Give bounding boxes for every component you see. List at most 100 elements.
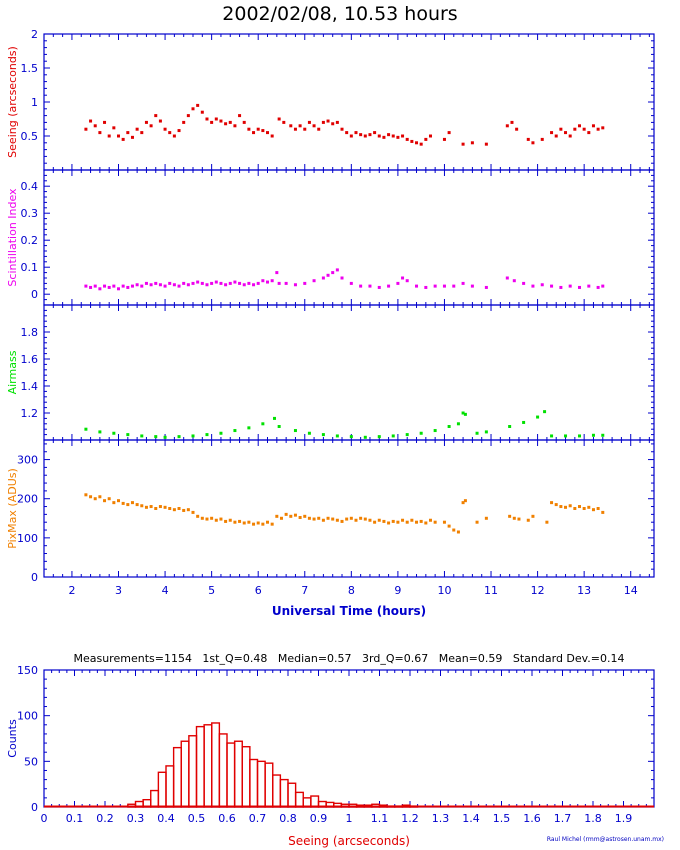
data-point-airmass <box>154 435 158 439</box>
x-tick-label: 0.4 <box>157 812 175 825</box>
data-point-scintillation <box>368 284 372 288</box>
data-point-scintillation <box>84 284 88 288</box>
histogram-bar <box>287 782 297 808</box>
data-point-seeing <box>373 131 377 135</box>
data-point-pixmax <box>252 522 256 526</box>
data-point-pixmax <box>210 516 214 520</box>
data-point-pixmax <box>191 510 195 514</box>
data-point-pixmax <box>256 521 260 525</box>
data-point-scintillation <box>224 283 228 287</box>
data-point-pixmax <box>368 518 372 522</box>
data-point-seeing <box>601 126 605 130</box>
data-point-scintillation <box>172 283 176 287</box>
data-point-pixmax <box>130 501 134 505</box>
data-point-seeing <box>135 127 139 131</box>
data-point-seeing <box>415 141 419 145</box>
y-tick-label: 0.4 <box>21 180 39 193</box>
data-point-airmass <box>219 431 223 435</box>
data-point-pixmax <box>177 507 181 510</box>
y-tick-label: 1.2 <box>21 407 39 420</box>
data-point-seeing <box>470 141 474 145</box>
data-point-pixmax <box>121 501 125 505</box>
data-point-scintillation <box>117 287 121 291</box>
data-point-pixmax <box>484 516 488 520</box>
x-tick-label: 1.8 <box>584 812 602 825</box>
data-point-pixmax <box>587 505 591 509</box>
data-point-pixmax <box>103 499 107 503</box>
y-tick-label: 2 <box>31 28 38 41</box>
data-point-scintillation <box>559 285 563 289</box>
data-point-airmass <box>577 434 581 438</box>
data-point-airmass <box>126 433 130 437</box>
data-point-seeing <box>410 139 414 143</box>
data-point-pixmax <box>508 514 512 518</box>
x-tick-label: 4 <box>162 584 169 597</box>
y-axis-label-scintillation: Scintillation Index <box>6 188 19 287</box>
data-point-pixmax <box>526 518 530 522</box>
data-point-pixmax <box>354 518 358 522</box>
data-point-pixmax <box>447 524 451 528</box>
data-point-pixmax <box>577 505 581 509</box>
chart-title: 2002/02/08, 10.53 hours <box>222 3 458 25</box>
y-tick-label: 200 <box>17 493 38 506</box>
data-point-scintillation <box>401 276 405 280</box>
data-point-scintillation <box>158 283 162 287</box>
data-point-pixmax <box>84 493 88 497</box>
data-point-seeing <box>117 134 121 138</box>
x-tick-label: 0.9 <box>310 812 328 825</box>
data-point-seeing <box>331 122 335 126</box>
data-point-seeing <box>282 120 286 124</box>
data-point-pixmax <box>89 495 93 499</box>
histogram-bar <box>195 725 205 808</box>
data-point-scintillation <box>191 281 195 285</box>
data-point-scintillation <box>228 281 232 285</box>
data-point-pixmax <box>568 504 572 508</box>
data-point-airmass <box>307 431 311 435</box>
data-point-scintillation <box>252 283 256 287</box>
data-point-pixmax <box>582 507 586 510</box>
data-point-seeing <box>505 124 509 128</box>
data-point-airmass <box>601 433 605 437</box>
panel-frame-scintillation <box>43 169 655 306</box>
y-tick-label: 0.1 <box>21 261 39 274</box>
data-point-scintillation <box>396 281 400 285</box>
data-point-pixmax <box>317 516 321 520</box>
data-point-airmass <box>461 411 465 415</box>
data-point-seeing <box>89 119 93 123</box>
x-tick-label: 0.1 <box>66 812 84 825</box>
data-point-seeing <box>293 127 297 131</box>
x-tick-label: 7 <box>301 584 308 597</box>
data-point-airmass <box>335 434 339 438</box>
data-point-pixmax <box>270 522 274 526</box>
data-point-pixmax <box>158 505 162 509</box>
data-point-pixmax <box>340 519 344 523</box>
data-point-scintillation <box>387 284 391 288</box>
data-point-scintillation <box>177 284 181 288</box>
data-point-seeing <box>396 135 400 139</box>
data-point-pixmax <box>303 514 307 518</box>
x-tick-label: 0.3 <box>127 812 145 825</box>
credit-line: Raul Michel (rmm@astrosen.unam.mx) <box>546 836 664 843</box>
data-point-pixmax <box>363 517 367 521</box>
histogram-bar <box>150 789 160 808</box>
data-point-scintillation <box>112 284 116 288</box>
data-point-pixmax <box>163 505 167 509</box>
data-point-scintillation <box>433 284 437 288</box>
data-point-airmass <box>233 429 237 433</box>
x-tick-label: 0.7 <box>249 812 267 825</box>
data-point-airmass <box>419 431 423 435</box>
data-point-airmass <box>261 422 265 426</box>
data-point-scintillation <box>577 285 581 289</box>
data-point-seeing <box>233 124 237 128</box>
data-point-pixmax <box>326 516 330 520</box>
data-point-scintillation <box>484 285 488 289</box>
data-point-seeing <box>531 141 535 145</box>
data-point-airmass <box>349 435 353 439</box>
data-point-scintillation <box>321 276 325 280</box>
data-point-scintillation <box>415 284 419 288</box>
data-point-airmass <box>456 422 460 426</box>
data-point-airmass <box>163 435 167 439</box>
data-point-pixmax <box>433 520 437 524</box>
x-tick-label: 1.9 <box>615 812 633 825</box>
data-point-scintillation <box>98 287 102 291</box>
